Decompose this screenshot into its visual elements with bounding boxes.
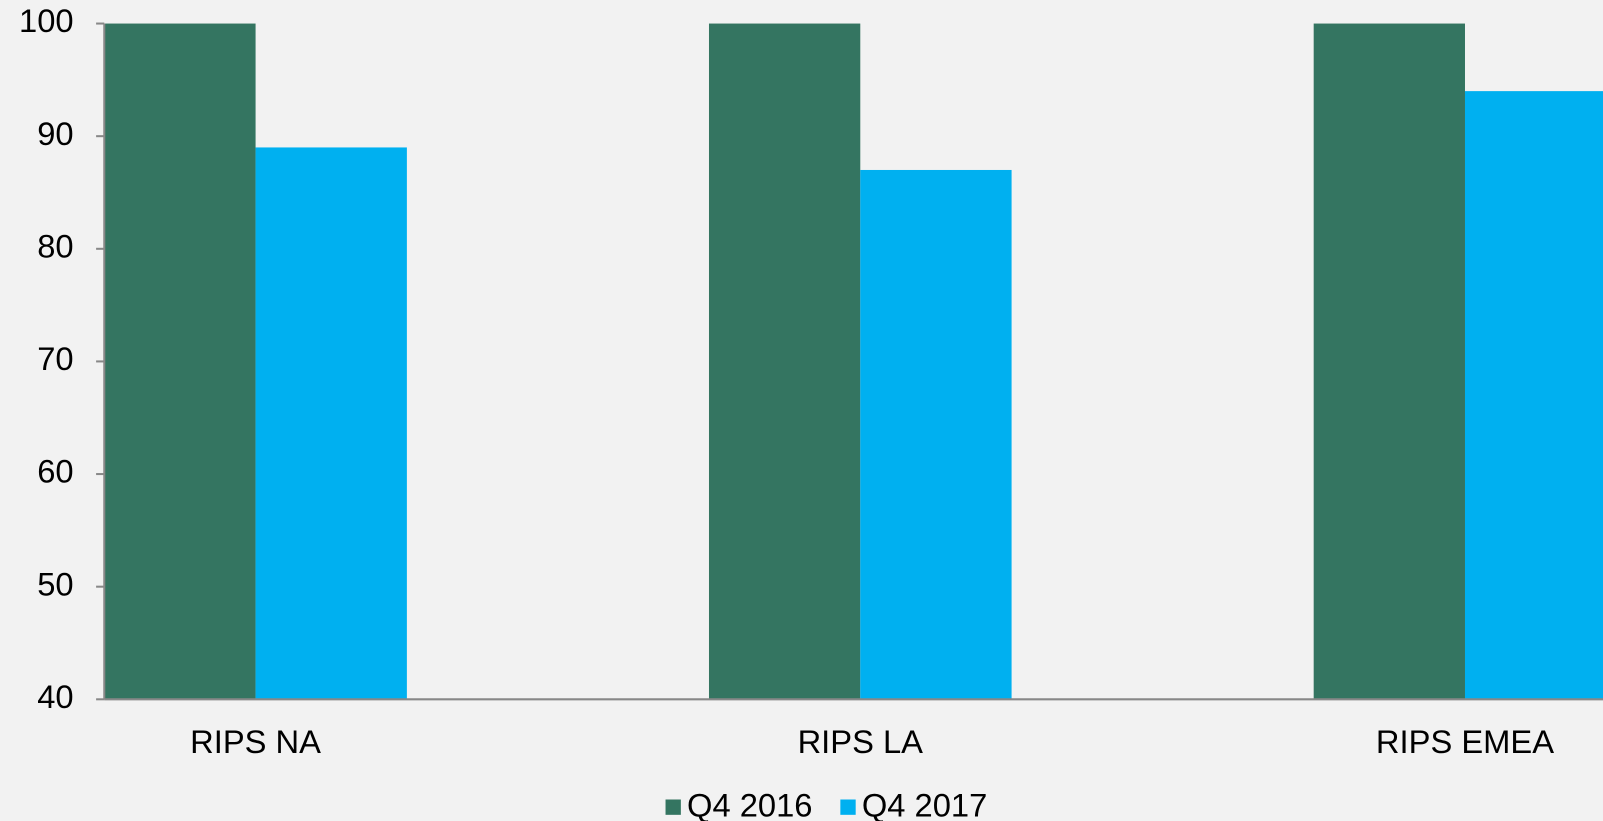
x-tick-label: RIPS NA <box>190 723 321 760</box>
y-tick-label: 60 <box>37 453 73 490</box>
legend-label: Q4 2017 <box>862 786 987 821</box>
y-tick-label: 40 <box>37 678 73 715</box>
bar <box>1464 91 1603 700</box>
bar <box>1313 23 1465 700</box>
y-tick-label: 90 <box>37 115 73 152</box>
x-tick-label: RIPS EMEA <box>1376 723 1554 760</box>
legend-swatch <box>665 799 681 815</box>
y-tick-label: 80 <box>37 227 73 264</box>
y-tick-label: 70 <box>37 340 73 377</box>
legend-label: Q4 2016 <box>687 786 812 821</box>
x-tick-label: RIPS LA <box>798 723 924 760</box>
y-tick-label: 50 <box>37 565 73 602</box>
bar <box>860 169 1012 700</box>
bar <box>104 23 256 700</box>
legend-swatch <box>840 799 856 815</box>
y-tick-label: 100 <box>19 2 74 39</box>
bar <box>708 23 861 700</box>
bar <box>255 147 407 700</box>
